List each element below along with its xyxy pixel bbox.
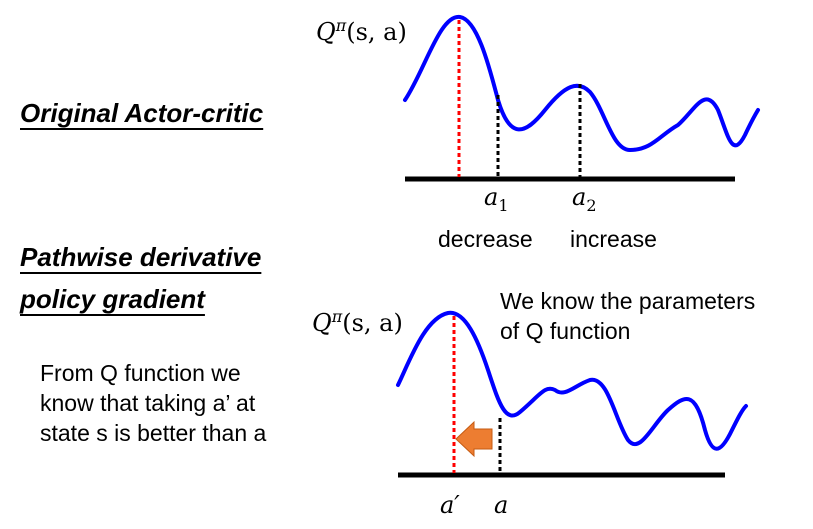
title-original-actor-critic: Original Actor-critic xyxy=(20,98,264,128)
q-curve-top xyxy=(403,15,760,153)
action-a1-label: a1 xyxy=(484,183,509,215)
left-arrow-icon xyxy=(455,420,493,458)
q-function-label-bottom: Qπ(s, a) xyxy=(312,307,403,337)
action-a2-label: a2 xyxy=(572,183,597,215)
title-pathwise-line1: Pathwise derivative xyxy=(20,242,262,272)
q-curve-bottom xyxy=(396,310,748,451)
title-pathwise-line2: policy gradient xyxy=(20,284,205,314)
parameters-note: We know the parameters of Q function xyxy=(500,288,756,344)
action-a-prime-label: a′ xyxy=(440,491,460,519)
q-function-label-top: Qπ(s, a) xyxy=(316,16,407,46)
explanation-text: From Q function we know that taking a’ a… xyxy=(40,360,267,446)
increase-label: increase xyxy=(570,226,657,252)
action-a-label: a xyxy=(494,491,509,519)
decrease-label: decrease xyxy=(438,226,533,252)
